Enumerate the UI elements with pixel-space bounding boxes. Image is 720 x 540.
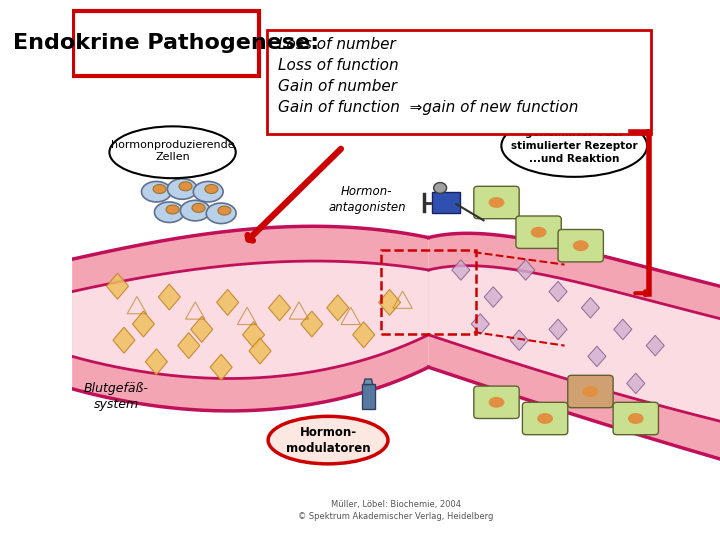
Polygon shape	[243, 322, 264, 348]
Text: Hormon-
modulatoren: Hormon- modulatoren	[286, 426, 370, 455]
Polygon shape	[217, 289, 238, 315]
Polygon shape	[613, 319, 632, 340]
Polygon shape	[451, 260, 470, 280]
Polygon shape	[432, 192, 459, 213]
Polygon shape	[428, 233, 720, 459]
Ellipse shape	[206, 203, 236, 224]
Ellipse shape	[179, 182, 192, 191]
FancyBboxPatch shape	[516, 216, 562, 248]
Ellipse shape	[268, 416, 388, 464]
Circle shape	[433, 183, 446, 193]
Ellipse shape	[218, 206, 231, 215]
Polygon shape	[191, 316, 212, 342]
Polygon shape	[210, 354, 232, 380]
Text: gehemmter oder
stimulierter Rezeptor
...und Reaktion: gehemmter oder stimulierter Rezeptor ...…	[511, 128, 637, 164]
Polygon shape	[72, 226, 428, 411]
Polygon shape	[581, 298, 600, 318]
Polygon shape	[588, 346, 606, 367]
Ellipse shape	[167, 179, 197, 199]
Polygon shape	[269, 295, 290, 321]
Ellipse shape	[582, 386, 598, 397]
Ellipse shape	[573, 240, 589, 251]
Polygon shape	[379, 289, 400, 315]
FancyBboxPatch shape	[474, 386, 519, 418]
Polygon shape	[132, 311, 154, 337]
Polygon shape	[364, 379, 373, 384]
Ellipse shape	[153, 185, 166, 193]
Ellipse shape	[180, 200, 210, 221]
FancyBboxPatch shape	[73, 11, 258, 76]
Polygon shape	[484, 287, 503, 307]
FancyBboxPatch shape	[523, 402, 568, 435]
Ellipse shape	[531, 227, 546, 238]
Ellipse shape	[501, 115, 647, 177]
Ellipse shape	[193, 181, 223, 202]
Polygon shape	[107, 273, 128, 299]
Polygon shape	[646, 335, 665, 356]
Polygon shape	[327, 295, 348, 321]
Text: hormonproduzierende
Zellen: hormonproduzierende Zellen	[111, 140, 235, 163]
Text: Loss of number
Loss of function
Gain of number
Gain of function  ⇒gain of new fu: Loss of number Loss of function Gain of …	[277, 37, 578, 114]
Text: Hormon-
antagonisten: Hormon- antagonisten	[328, 185, 406, 214]
Text: Endokrine Pathogenese:: Endokrine Pathogenese:	[13, 33, 319, 53]
Ellipse shape	[141, 181, 171, 202]
Polygon shape	[626, 373, 645, 394]
Ellipse shape	[628, 413, 644, 424]
Polygon shape	[249, 338, 271, 364]
Ellipse shape	[109, 126, 235, 178]
Ellipse shape	[192, 204, 205, 212]
Polygon shape	[549, 319, 567, 340]
FancyBboxPatch shape	[267, 30, 652, 134]
Polygon shape	[145, 349, 167, 375]
Polygon shape	[301, 311, 323, 337]
FancyBboxPatch shape	[474, 186, 519, 219]
Ellipse shape	[537, 413, 553, 424]
Polygon shape	[549, 281, 567, 302]
Ellipse shape	[205, 185, 218, 193]
Polygon shape	[72, 261, 428, 379]
Polygon shape	[353, 322, 374, 348]
Polygon shape	[178, 333, 199, 359]
FancyBboxPatch shape	[613, 402, 659, 435]
Polygon shape	[516, 260, 535, 280]
FancyBboxPatch shape	[558, 230, 603, 262]
Ellipse shape	[154, 202, 184, 222]
Ellipse shape	[489, 397, 505, 408]
Polygon shape	[113, 327, 135, 353]
Ellipse shape	[489, 197, 505, 208]
Polygon shape	[361, 384, 374, 409]
Text: Müller, Löbel: Biochemie, 2004
© Spektrum Akademischer Verlag, Heidelberg: Müller, Löbel: Biochemie, 2004 © Spektru…	[298, 500, 494, 521]
Polygon shape	[471, 314, 490, 334]
Ellipse shape	[166, 205, 179, 214]
Polygon shape	[428, 266, 720, 421]
Polygon shape	[158, 284, 180, 310]
Polygon shape	[510, 330, 528, 350]
FancyBboxPatch shape	[568, 375, 613, 408]
Text: Blutgefäß-
system: Blutgefäß- system	[84, 382, 148, 411]
